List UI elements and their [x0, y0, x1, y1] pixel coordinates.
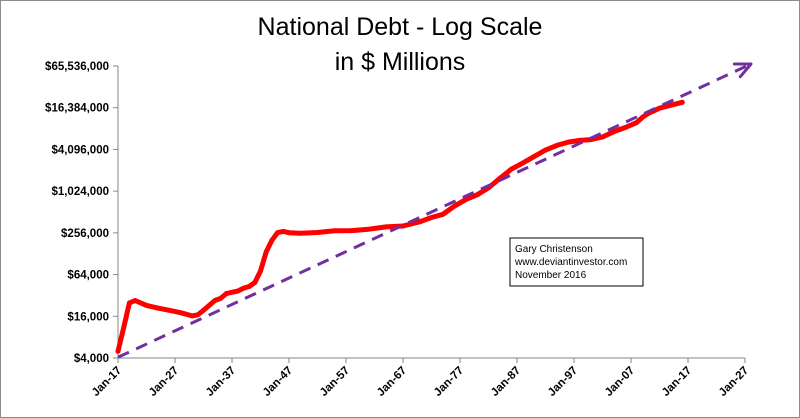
national-debt-point [252, 280, 258, 285]
national-debt-point [440, 211, 446, 217]
national-debt-point [263, 249, 269, 255]
national-debt-point [258, 268, 263, 274]
x-tick-label: Jan-87 [489, 365, 523, 399]
national-debt-point [223, 291, 229, 296]
national-debt-point [269, 237, 275, 243]
national-debt-point [121, 325, 127, 330]
national-debt-point [275, 230, 280, 236]
author-name: Gary Christenson [515, 244, 593, 255]
y-tick-label: $1,024,000 [51, 186, 109, 198]
annotation-date: November 2016 [515, 270, 587, 281]
chart-subtitle: in $ Millions [335, 48, 466, 76]
national-debt-point [349, 228, 355, 234]
national-debt-point [178, 310, 184, 316]
x-tick-label: Jan-37 [204, 365, 238, 399]
author-note: Gary Christenson www.deviantinvestor.com… [509, 237, 644, 287]
x-tick-label: Jan-97 [546, 365, 580, 399]
chart-title: National Debt - Log Scale [258, 13, 543, 41]
y-tick-label: $65,536,000 [45, 61, 109, 73]
national-debt-point [155, 305, 161, 311]
national-debt-point [315, 230, 320, 235]
x-tick-label: Jan-27 [717, 365, 751, 399]
national-debt-point [218, 296, 224, 301]
national-debt-point [679, 99, 685, 105]
national-debt-point [144, 303, 149, 308]
national-debt-point [246, 284, 252, 289]
national-debt-point [451, 203, 457, 209]
national-debt-point [201, 307, 206, 313]
national-debt-point [554, 143, 560, 148]
plot-series [115, 62, 753, 359]
national-debt-point [640, 114, 645, 120]
national-debt-point [417, 219, 423, 225]
national-debt-point [383, 224, 389, 230]
national-debt-point [611, 129, 617, 135]
national-debt-point [474, 192, 480, 198]
y-axis-ticks: $4,000 $16,000 $64,000 $256,000 $1,024,000 $4… [45, 61, 118, 365]
y-tick-label: $4,096,000 [51, 144, 109, 156]
national-debt-point [463, 197, 469, 203]
national-debt-point [298, 230, 303, 236]
x-tick-label: Jan-47 [261, 365, 295, 399]
x-tick-label: Jan-77 [432, 365, 466, 399]
x-tick-label: Jan-17 [660, 365, 694, 399]
national-debt-point [565, 139, 571, 145]
author-note-box [509, 237, 644, 287]
national-debt-point [280, 229, 286, 234]
national-debt-point [286, 230, 292, 236]
author-website: www.deviantinvestor.com [514, 257, 627, 268]
national-debt-point [195, 312, 201, 318]
national-debt-point [235, 288, 241, 294]
trend-arrowhead [732, 62, 753, 79]
national-debt-point [508, 166, 514, 172]
national-debt-point [531, 154, 537, 160]
x-axis-ticks: Jan-17 Jan-27 Jan-37 Jan-47 Jan-57 Jan-67 Jan-… [90, 358, 751, 399]
x-tick-label: Jan-67 [375, 365, 409, 399]
national-debt-point [657, 105, 662, 111]
trend-line [117, 62, 752, 359]
y-tick-label: $4,000 [74, 353, 109, 365]
national-debt-point [600, 134, 605, 140]
national-debt-point [634, 120, 640, 125]
x-tick-label: Jan-17 [90, 365, 124, 399]
x-tick-label: Jan-27 [147, 365, 181, 399]
national-debt-point [668, 102, 674, 108]
national-debt-point [543, 147, 548, 153]
y-tick-label: $16,000 [67, 311, 109, 323]
x-tick-label: Jan-57 [318, 365, 352, 399]
y-tick-label: $64,000 [67, 270, 109, 282]
national-debt-point [126, 300, 132, 306]
national-debt-point [520, 160, 526, 166]
national-debt-point [132, 298, 138, 303]
y-tick-label: $256,000 [61, 228, 109, 240]
national-debt-point [115, 348, 121, 354]
y-tick-label: $16,384,000 [45, 103, 109, 115]
national-debt-point [366, 226, 372, 232]
national-debt-point [622, 125, 628, 130]
national-debt-point [166, 307, 172, 313]
national-debt-point [400, 223, 406, 229]
national-debt-point [241, 285, 246, 291]
national-debt-point [189, 313, 195, 319]
national-debt-point [212, 298, 218, 303]
x-tick-label: Jan-07 [603, 365, 637, 399]
national-debt-point [332, 228, 337, 234]
national-debt-point [429, 215, 434, 220]
